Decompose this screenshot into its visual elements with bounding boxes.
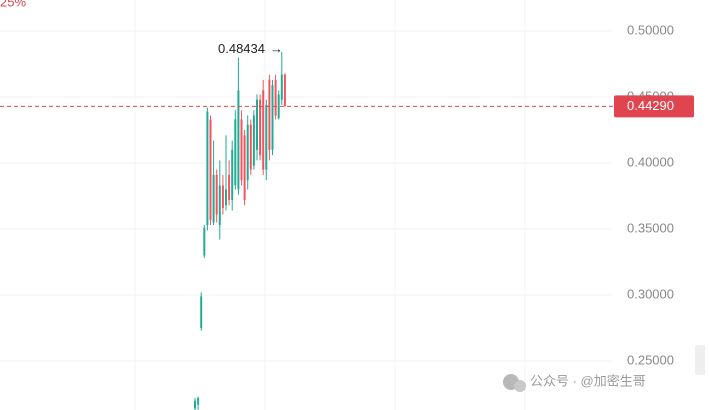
candle-body <box>206 111 209 226</box>
grid: 0.250000.300000.350000.400000.450000.500… <box>0 22 674 367</box>
y-tick-label: 0.35000 <box>627 220 674 235</box>
candle-body <box>215 174 218 215</box>
scrollbar <box>695 345 705 375</box>
last-price-label: 0.44290 <box>627 98 674 113</box>
candle-body <box>249 124 252 170</box>
candle-body <box>218 185 221 226</box>
candle-body <box>237 90 240 190</box>
candle-body <box>209 119 212 220</box>
candle-body <box>262 90 265 170</box>
candle-body <box>221 185 224 208</box>
candle-body <box>283 74 286 107</box>
candle-body <box>228 174 231 200</box>
candle-body <box>212 174 215 223</box>
candle-body <box>234 119 237 186</box>
candle-body <box>194 400 196 409</box>
candle-body <box>243 135 246 200</box>
candle-body <box>271 85 274 150</box>
vertical-grid <box>134 0 526 410</box>
y-tick-label: 0.40000 <box>627 154 674 169</box>
candle-body <box>231 149 234 200</box>
overlay: 0.48434 → 0.44290 <box>0 41 694 118</box>
candle-body <box>274 79 277 116</box>
candle-body <box>256 99 258 150</box>
candle-body <box>280 74 283 100</box>
corner-label: 25% <box>0 0 26 9</box>
candles <box>194 51 286 410</box>
candle-body <box>203 227 206 256</box>
last-price-box <box>614 95 694 118</box>
y-tick-label: 0.50000 <box>627 22 674 37</box>
watermark-text: 公众号 · @加密生哥 <box>530 373 646 388</box>
candle-body <box>259 99 262 156</box>
y-tick-label: 0.25000 <box>627 352 674 367</box>
high-arrow: → <box>270 41 283 56</box>
high-annotation: 0.48434 <box>218 41 265 56</box>
candle-body <box>277 94 280 119</box>
candle-body <box>265 104 268 170</box>
watermark: 公众号 · @加密生哥 <box>503 373 646 392</box>
candle-body <box>252 115 255 166</box>
candle-body <box>268 79 271 150</box>
candle-body <box>200 296 203 329</box>
candle-body <box>225 189 227 206</box>
candle-body <box>197 397 200 405</box>
candle-body <box>246 124 249 181</box>
y-tick-label: 0.30000 <box>627 286 674 301</box>
candle-body <box>240 119 243 181</box>
